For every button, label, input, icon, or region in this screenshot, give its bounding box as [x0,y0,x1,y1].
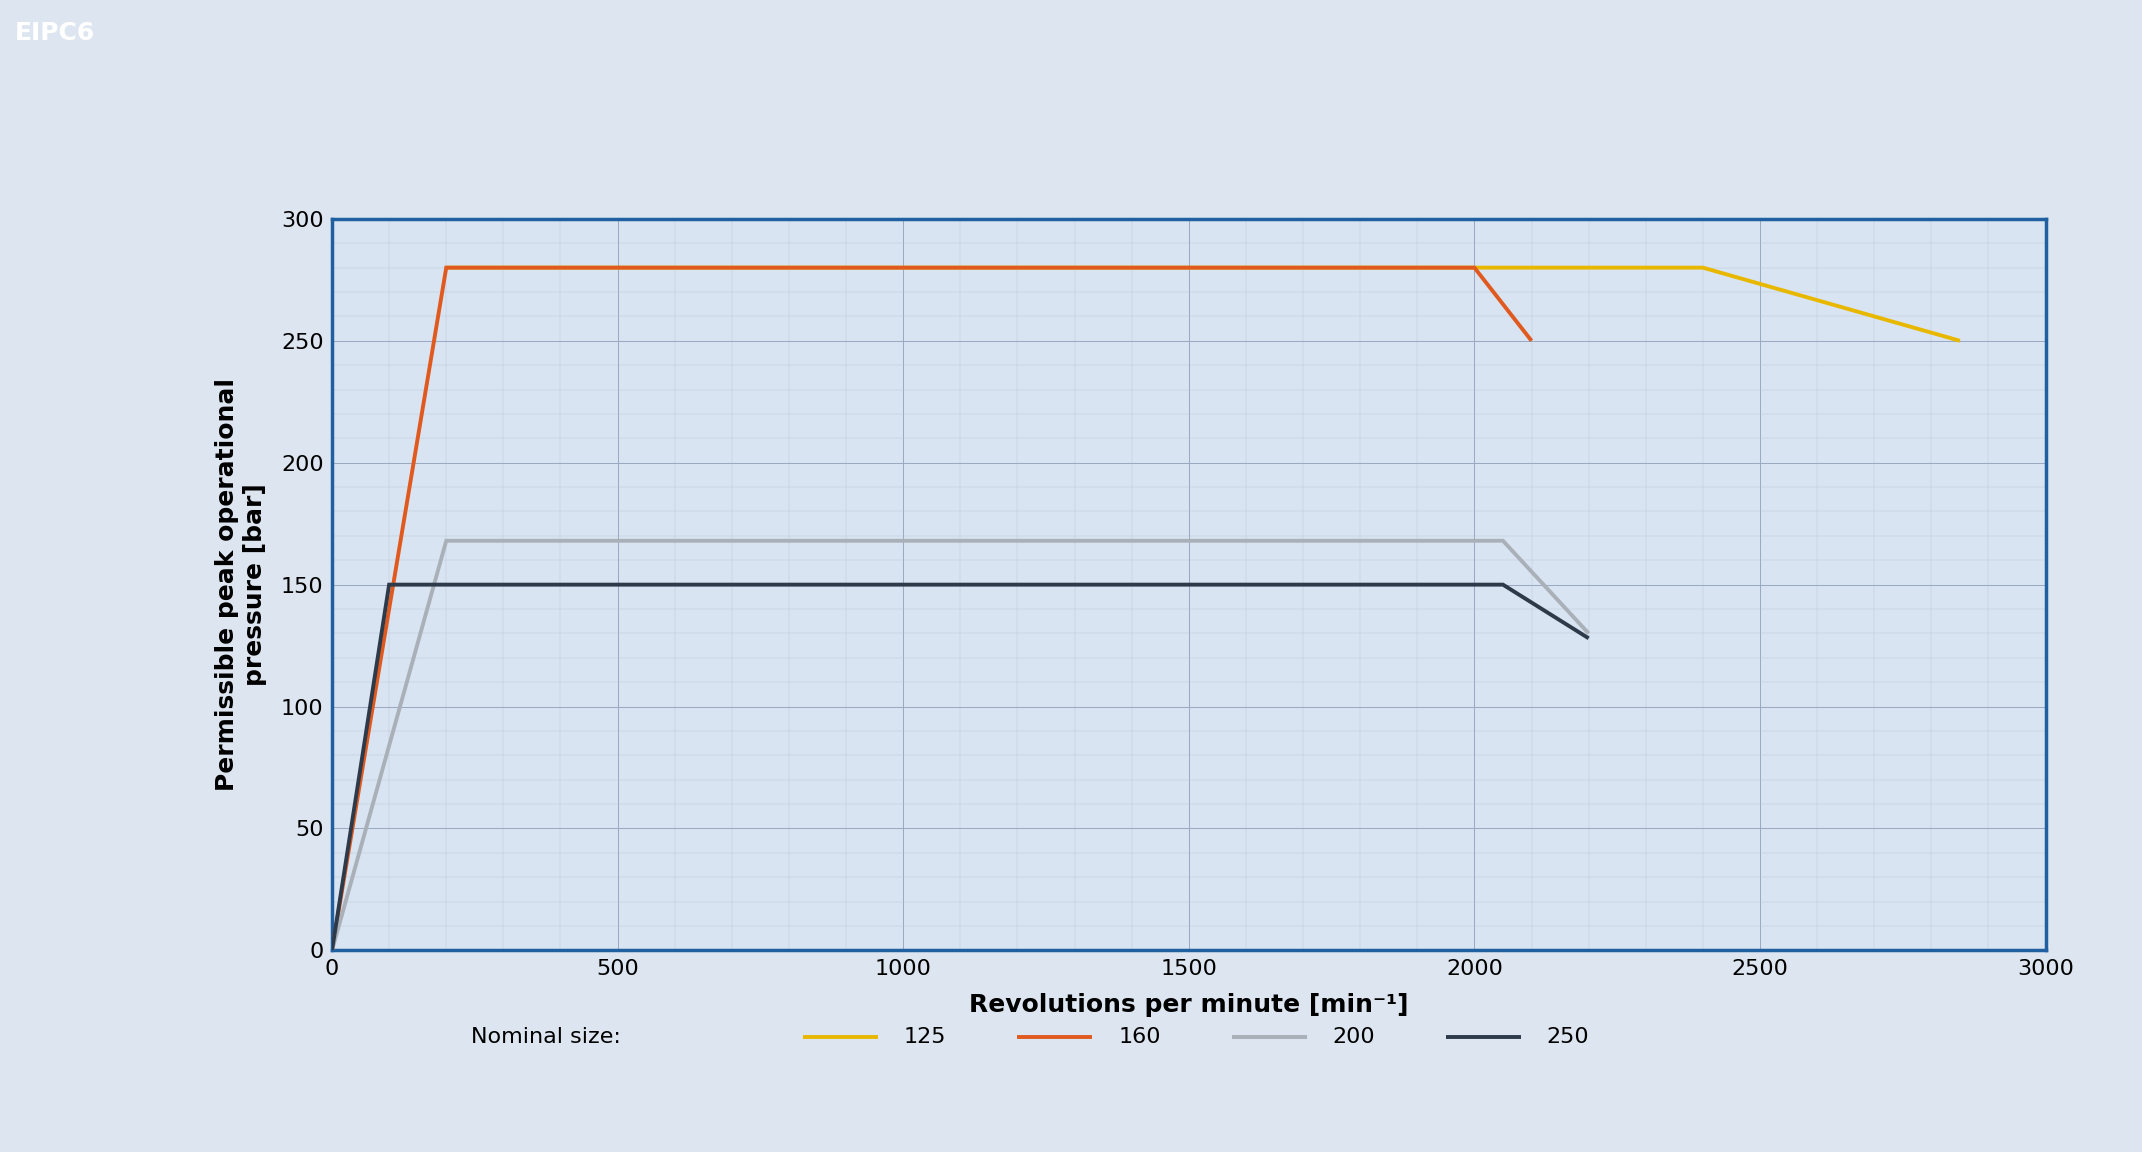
Y-axis label: Permissible peak operational
pressure [bar]: Permissible peak operational pressure [b… [216,378,268,791]
Text: 250: 250 [1547,1026,1589,1046]
Text: 160: 160 [1118,1026,1161,1046]
X-axis label: Revolutions per minute [min⁻¹]: Revolutions per minute [min⁻¹] [968,993,1409,1016]
Text: EIPC6: EIPC6 [15,21,94,45]
Text: Nominal size:: Nominal size: [471,1026,621,1046]
Text: 200: 200 [1332,1026,1375,1046]
Text: 125: 125 [904,1026,947,1046]
